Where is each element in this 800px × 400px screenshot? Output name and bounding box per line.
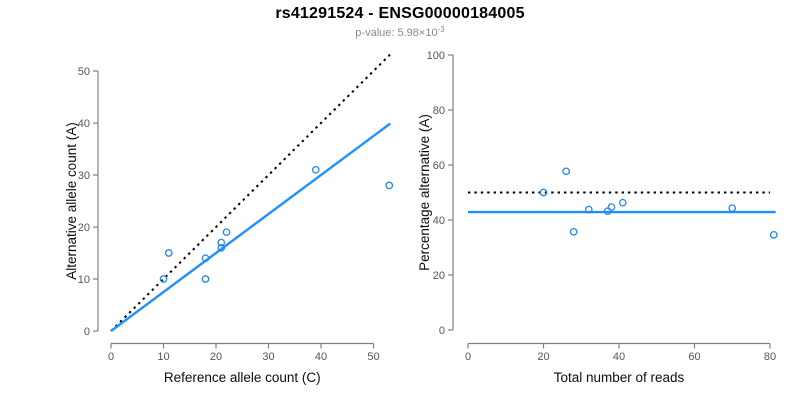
y-tick-label: 100 bbox=[427, 50, 445, 62]
x-tick-label: 20 bbox=[210, 351, 222, 363]
y-tick-label: 40 bbox=[78, 118, 90, 130]
data-point bbox=[569, 227, 578, 236]
subtitle-exponent: -3 bbox=[437, 25, 445, 34]
x-tick-label: 20 bbox=[537, 351, 549, 363]
y-tick-label: 40 bbox=[433, 215, 445, 227]
data-point bbox=[607, 203, 616, 211]
data-point bbox=[728, 204, 737, 213]
x-tick-label: 30 bbox=[262, 351, 274, 363]
y-tick-label: 0 bbox=[439, 325, 445, 337]
data-point bbox=[603, 207, 612, 216]
y-tick-label: 20 bbox=[433, 270, 445, 282]
y-tick-label: 80 bbox=[433, 105, 445, 117]
data-point bbox=[201, 254, 210, 263]
x-tick-label: 60 bbox=[688, 351, 700, 363]
x-tick-label: 40 bbox=[613, 351, 625, 363]
y-tick-label: 50 bbox=[78, 66, 90, 78]
subtitle-base: 5.98×10 bbox=[397, 27, 438, 39]
data-point bbox=[385, 181, 394, 190]
data-point bbox=[584, 205, 593, 214]
x-tick-label: 50 bbox=[367, 351, 379, 363]
y-axis-title: Alternative allele count (A) bbox=[64, 122, 79, 280]
data-point bbox=[222, 228, 231, 237]
x-tick-label: 10 bbox=[157, 351, 169, 363]
data-point bbox=[201, 275, 210, 283]
y-axis-title: Percentage alternative (A) bbox=[417, 114, 432, 271]
figure-title: rs41291524 - ENSG00000184005 bbox=[275, 5, 525, 22]
data-point bbox=[217, 243, 226, 252]
data-point bbox=[164, 249, 173, 257]
figure-subtitle: p-value: 5.98×10-3 bbox=[0, 25, 800, 39]
subtitle-prefix: p-value: bbox=[355, 27, 398, 39]
data-point bbox=[217, 238, 226, 247]
y-tick-label: 60 bbox=[433, 160, 445, 172]
x-axis-title: Reference allele count (C) bbox=[164, 370, 321, 385]
x-axis-title: Total number of reads bbox=[554, 370, 685, 385]
y-tick-label: 10 bbox=[78, 274, 90, 286]
data-point bbox=[769, 231, 778, 239]
x-tick-label: 0 bbox=[465, 351, 471, 363]
data-point bbox=[562, 167, 571, 176]
data-point bbox=[618, 198, 627, 207]
identity-line bbox=[110, 52, 393, 332]
data-point bbox=[311, 165, 320, 174]
y-tick-label: 0 bbox=[84, 326, 90, 338]
x-tick-label: 80 bbox=[764, 351, 776, 363]
fitted-ratio-line bbox=[110, 122, 392, 332]
x-tick-label: 0 bbox=[108, 351, 114, 363]
allele-count-plot: 0 10 20 30 40 50 0 10 20 30 40 50 Reference allele c… bbox=[64, 52, 394, 385]
data-point bbox=[159, 275, 168, 283]
data-point bbox=[539, 188, 548, 197]
y-tick-label: 30 bbox=[78, 170, 90, 182]
x-tick-label: 40 bbox=[315, 351, 327, 363]
percentage-plot: 0 20 40 60 80 100 0 20 40 60 80 Total number of rea… bbox=[417, 50, 778, 385]
y-tick-label: 20 bbox=[78, 222, 90, 234]
